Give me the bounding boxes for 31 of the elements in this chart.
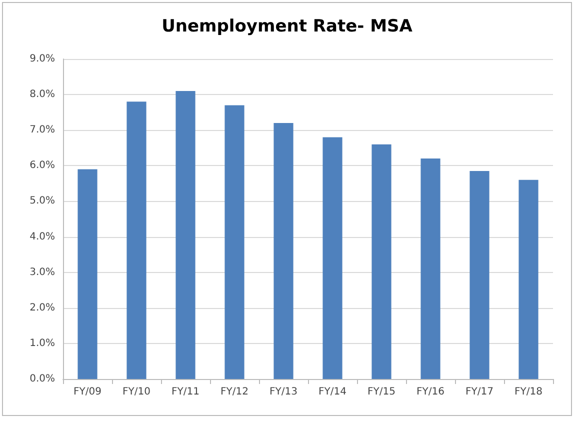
x-tick-label: FY/16 [416,386,444,398]
y-tick-label: 6.0% [30,160,55,172]
bar [126,102,146,379]
x-tick-label: FY/12 [220,386,248,398]
x-tick-label: FY/13 [270,386,298,398]
x-tick-label: FY/10 [122,386,150,398]
y-tick-label: 4.0% [30,231,55,242]
y-tick-label: 9.0% [30,54,55,64]
x-tick-label: FY/14 [318,386,346,398]
bar [224,105,244,379]
y-tick-label: 5.0% [30,196,55,207]
bar [78,169,98,379]
y-tick-label: 7.0% [30,124,55,136]
bar [372,144,392,379]
bar [322,137,342,379]
bar [420,158,440,379]
y-tick-label: 0.0% [30,374,55,384]
y-tick-label: 8.0% [30,89,55,100]
x-tick-label: FY/18 [514,386,542,398]
y-tick-label: 1.0% [30,338,55,349]
x-tick-label: FY/09 [74,386,102,398]
y-tick-label: 3.0% [30,266,55,278]
bar [518,180,538,379]
x-tick-label: FY/17 [466,386,494,398]
bar [274,123,294,379]
x-tick-label: FY/15 [368,386,396,398]
y-tick-label: 2.0% [30,302,55,314]
x-tick-label: FY/11 [172,386,200,398]
bar [470,171,490,379]
bar [176,91,196,379]
chart-title: Unemployment Rate- MSA [162,16,414,36]
